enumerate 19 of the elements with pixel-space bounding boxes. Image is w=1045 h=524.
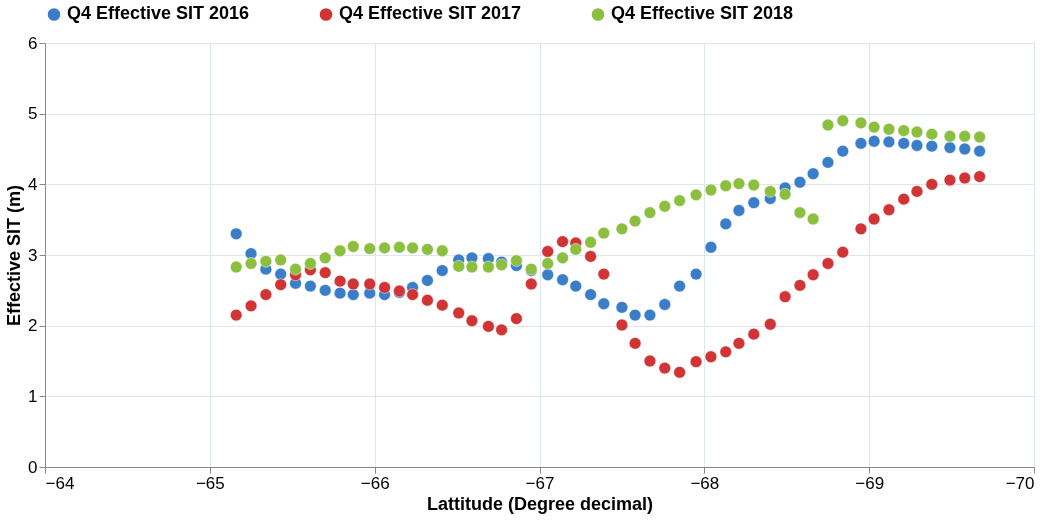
x-tick-label: −64: [45, 473, 75, 493]
y-axis-title: Effective SIT (m): [4, 184, 25, 327]
x-tick-label: −65: [195, 473, 225, 493]
legend-label: Q4 Effective SIT 2017: [339, 3, 522, 24]
x-tick-label: −69: [855, 473, 885, 493]
y-tick-label: 0: [28, 457, 38, 477]
y-tick-label: 1: [28, 386, 38, 406]
legend-label: Q4 Effective SIT 2018: [611, 3, 794, 24]
y-tick-label: 4: [28, 174, 38, 194]
legend-label: Q4 Effective SIT 2016: [67, 3, 250, 24]
x-tick-label: −66: [360, 473, 390, 493]
y-tick-label: 3: [28, 245, 38, 265]
y-tick-label: 2: [28, 316, 38, 336]
x-tick-label: −67: [525, 473, 555, 493]
y-tick-label: 6: [28, 33, 38, 53]
y-tick-label: 5: [28, 104, 38, 124]
x-tick-label: −68: [690, 473, 720, 493]
x-axis-title: Lattitude (Degree decimal): [426, 493, 654, 514]
x-tick-label: −70: [1005, 473, 1035, 493]
